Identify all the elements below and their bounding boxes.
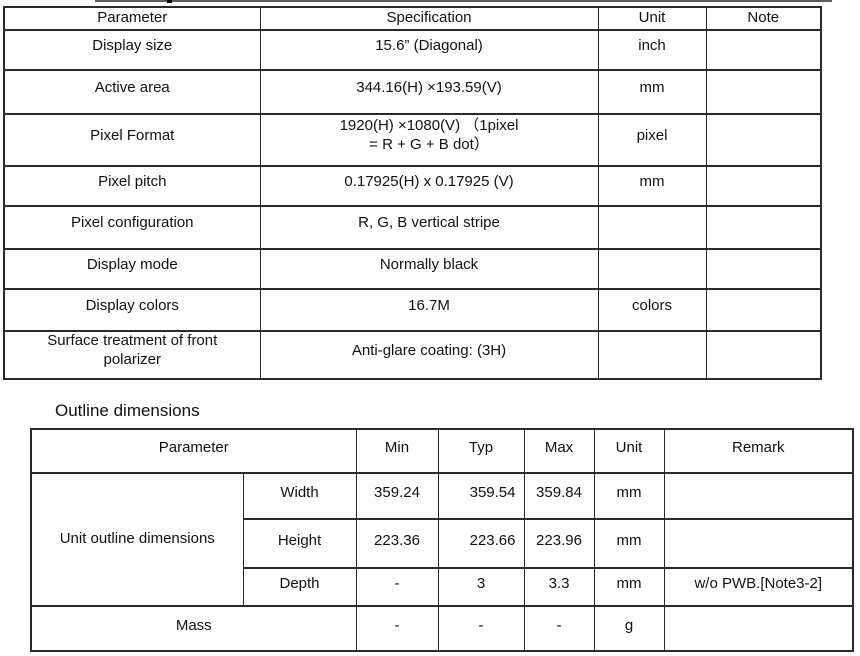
table-row-pixel-configuration: Pixel configuration R, G, B vertical str… (3, 205, 822, 250)
table-row-display-colors: Display colors 16.7M colors (3, 288, 822, 332)
column-header-min: Min (355, 428, 439, 474)
note-cell (705, 113, 822, 167)
note-cell (705, 248, 822, 290)
unit-cell: mm (597, 69, 707, 115)
specification-cell: 1920(H) ×1080(V) （1pixel = R + G + B dot… (259, 113, 599, 167)
unit-cell: mm (593, 472, 665, 520)
unit-cell: colors (597, 288, 707, 332)
specification-line-1: 1920(H) ×1080(V) （1pixel (339, 117, 519, 135)
table-row-height: Height 223.36 223.66 223.96 mm (31, 518, 854, 569)
note-cell (705, 29, 822, 71)
specification-line-2: = R + G + B dot） (369, 136, 489, 153)
table-row-pixel-format: Pixel Format 1920(H) ×1080(V) （1pixel = … (3, 113, 822, 167)
min-cell: - (355, 567, 439, 607)
unit-cell: inch (597, 29, 707, 71)
max-cell: - (523, 605, 595, 652)
cropped-top-line-artifact (95, 0, 832, 2)
table-row-mass: Mass - - - g (30, 605, 854, 652)
column-header-unit: Unit (593, 428, 665, 474)
outline-header-row: Parameter Min Typ Max Unit Remark (30, 428, 854, 474)
outline-dimensions-heading: Outline dimensions (55, 401, 200, 420)
column-header-unit: Unit (597, 6, 707, 31)
parameter-cell: Display size (3, 29, 261, 71)
parameter-cell: Display colors (3, 288, 261, 332)
remark-cell (663, 518, 854, 569)
table-row-display-size: Display size 15.6” (Diagonal) inch (3, 29, 822, 71)
unit-cell: g (593, 605, 665, 652)
column-header-max: Max (523, 428, 595, 474)
table-row-width: Unit outline dimensions Width 359.24 359… (30, 472, 854, 607)
unit-cell: mm (597, 165, 707, 207)
display-specification-table: Parameter Specification Unit Note Displa… (3, 6, 822, 380)
max-cell: 223.96 (523, 518, 595, 569)
remark-cell (663, 605, 854, 652)
typ-cell: 223.66 (437, 518, 525, 569)
parameter-cell: Pixel pitch (3, 165, 261, 207)
dimension-label-cell: Height (242, 518, 357, 569)
spec-header-row: Parameter Specification Unit Note (3, 6, 822, 31)
min-cell: 223.36 (355, 518, 439, 569)
note-cell (705, 165, 822, 207)
unit-cell: pixel (597, 113, 707, 167)
table-row-pixel-pitch: Pixel pitch 0.17925(H) x 0.17925 (V) mm (3, 165, 822, 207)
unit-cell: mm (593, 518, 665, 569)
table-row-display-mode: Display mode Normally black (3, 248, 822, 290)
note-cell (705, 205, 822, 250)
unit-cell (597, 205, 707, 250)
parameter-cell: Surface treatment of front polarizer (3, 330, 261, 380)
column-header-remark: Remark (663, 428, 854, 474)
dimension-label-cell: Width (242, 472, 357, 520)
specification-cell: 15.6” (Diagonal) (259, 29, 599, 71)
note-cell (705, 330, 822, 380)
outline-dimensions-table: Parameter Min Typ Max Unit Remark Unit o… (30, 428, 854, 652)
typ-cell: 359.54 (437, 472, 525, 520)
remark-cell (663, 472, 854, 520)
note-cell (705, 288, 822, 332)
parameter-cell: Pixel Format (3, 113, 261, 167)
dimension-label-cell: Depth (242, 567, 357, 607)
parameter-cell: Pixel configuration (3, 205, 261, 250)
specification-cell: Anti-glare coating: (3H) (259, 330, 599, 380)
max-cell: 3.3 (523, 567, 595, 607)
specification-cell: 0.17925(H) x 0.17925 (V) (259, 165, 599, 207)
mass-label-cell: Mass (30, 605, 357, 652)
table-row-surface-treatment: Surface treatment of front polarizer Ant… (3, 330, 822, 380)
parameter-cell: Display mode (3, 248, 261, 290)
specification-cell: R, G, B vertical stripe (259, 205, 599, 250)
column-header-note: Note (705, 6, 822, 31)
table-row-active-area: Active area 344.16(H) ×193.59(V) mm (3, 69, 822, 115)
unit-cell (597, 248, 707, 290)
max-cell: 359.84 (523, 472, 595, 520)
typ-cell: - (437, 605, 525, 652)
specification-cell: 16.7M (259, 288, 599, 332)
table-row-depth: Depth - 3 3.3 mm w/o PWB.[Note3-2] (31, 567, 854, 607)
parameter-cell: Active area (3, 69, 261, 115)
group-label-cell: Unit outline dimensions (30, 472, 244, 607)
min-cell: 359.24 (355, 472, 439, 520)
parameter-line-2: polarizer (103, 351, 162, 368)
column-header-typ: Typ (437, 428, 525, 474)
remark-cell: w/o PWB.[Note3-2] (663, 567, 854, 607)
specification-cell: 344.16(H) ×193.59(V) (259, 69, 599, 115)
column-header-parameter: Parameter (30, 428, 357, 474)
column-header-specification: Specification (259, 6, 599, 31)
column-header-parameter: Parameter (3, 6, 261, 31)
unit-cell (597, 330, 707, 380)
parameter-line-1: Surface treatment of front (47, 332, 218, 350)
specification-cell: Normally black (259, 248, 599, 290)
cropped-text-descender-artifact (167, 0, 172, 3)
unit-cell: mm (593, 567, 665, 607)
typ-cell: 3 (437, 567, 525, 607)
note-cell (705, 69, 822, 115)
min-cell: - (355, 605, 439, 652)
